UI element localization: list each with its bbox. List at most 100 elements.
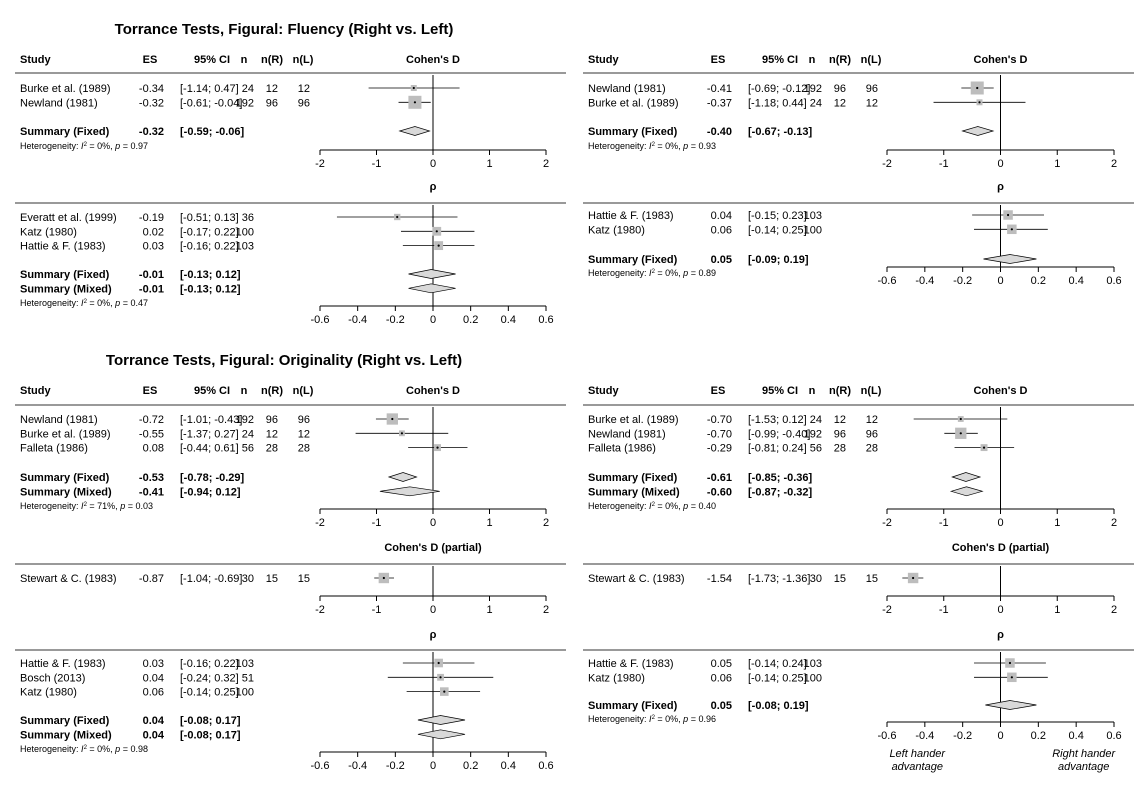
summary-label: Summary (Mixed) [20, 486, 112, 498]
study-es: -0.34 [139, 83, 164, 95]
study-name: Katz (1980) [588, 672, 645, 684]
summary-label: Summary (Fixed) [20, 715, 110, 727]
effect-point [443, 690, 446, 693]
x-tick-label: 1 [486, 604, 492, 616]
x-tick-label: -2 [882, 517, 892, 529]
section-1: ρ Everatt et al. (1999) -0.19 [-0.51; 0.13]… [15, 181, 566, 326]
x-tick-label: 1 [1054, 604, 1060, 616]
summary-es: 0.04 [143, 729, 165, 741]
col-header-study: Study [588, 54, 619, 66]
study-es: 0.05 [711, 658, 732, 670]
heterogeneity-text: Heterogeneity: I2 = 0%, p = 0.40 [588, 501, 716, 511]
study-es: 0.03 [143, 241, 164, 253]
effect-point [1010, 676, 1013, 679]
summary-es: -0.60 [707, 486, 732, 498]
section-0: Cohen's D Burke et al. (1989) -0.34 [-1.14;… [15, 54, 566, 170]
study-name: Katz (1980) [588, 224, 645, 236]
panel-fluency: Torrance Tests, Figural: Fluency (Right … [15, 21, 566, 326]
study-name: Newland (1981) [588, 83, 666, 95]
x-tick-label: -0.2 [386, 314, 405, 326]
study-n: 192 [804, 428, 822, 440]
x-tick-label: 2 [1111, 158, 1117, 170]
study-ci: [-0.15; 0.23] [748, 210, 807, 222]
x-tick-label: -0.4 [915, 730, 934, 742]
x-tick-label: 0.4 [1069, 275, 1084, 287]
study-ci: [-1.18; 0.44] [748, 97, 807, 109]
x-tick-label: 2 [543, 517, 549, 529]
study-nr: 96 [834, 83, 846, 95]
summary-es: 0.04 [143, 715, 165, 727]
summary-ci: [-0.59; -0.06] [180, 126, 245, 138]
summary-label: Summary (Mixed) [588, 486, 680, 498]
p-symbol: p [682, 268, 688, 278]
study-n: 51 [242, 672, 254, 684]
effect-point [976, 86, 979, 90]
effect-point [439, 676, 442, 679]
study-es: 0.04 [711, 210, 732, 222]
study-name: Stewart & C. (1983) [588, 573, 685, 585]
study-n: 56 [242, 443, 254, 455]
heterogeneity-text: Heterogeneity: I2 = 0%, p = 0.97 [20, 141, 148, 151]
i2-superscript: 2 [652, 502, 656, 508]
effect-point [437, 244, 440, 247]
study-name: Hattie & F. (1983) [20, 241, 106, 253]
measure-title: ρ [997, 181, 1004, 193]
measure-title: Cohen's D [974, 54, 1028, 66]
col-header-es: ES [711, 54, 726, 66]
study-name: Newland (1981) [588, 428, 666, 440]
study-n: 24 [810, 414, 822, 426]
summary-ci: [-0.09; 0.19] [748, 254, 809, 266]
x-tick-label: -2 [315, 517, 325, 529]
x-tick-label: 0 [997, 158, 1003, 170]
p-symbol: p [119, 501, 125, 511]
measure-title: Cohen's D [406, 54, 460, 66]
study-n: 192 [804, 83, 822, 95]
col-header-n: n [241, 54, 248, 66]
x-tick-label: 0 [997, 604, 1003, 616]
summary-ci: [-0.13; 0.12] [180, 269, 241, 281]
p-value: = 0.96 [688, 714, 716, 724]
i2-symbol: I [649, 714, 652, 724]
effect-point [413, 101, 417, 104]
summary-label: Summary (Mixed) [20, 729, 112, 741]
col-header-nl: n(L) [293, 385, 314, 397]
heterogeneity-text: Heterogeneity: I2 = 0%, p = 0.47 [20, 298, 148, 308]
study-n: 192 [236, 414, 254, 426]
x-tick-label: -0.2 [953, 275, 972, 287]
col-header-n: n [809, 385, 816, 397]
study-n: 24 [810, 97, 822, 109]
x-tick-label: 0.6 [538, 760, 553, 772]
x-tick-label: 2 [543, 604, 549, 616]
study-name: Falleta (1986) [588, 443, 656, 455]
summary-ci: [-0.94; 0.12] [180, 486, 241, 498]
effect-point [959, 432, 962, 435]
col-header-ci: 95% CI [194, 54, 230, 66]
left-advantage-label: advantage [892, 761, 943, 773]
heterogeneity-label: Heterogeneity: [20, 141, 81, 151]
effect-point [978, 101, 981, 104]
summary-es: -0.01 [139, 269, 164, 281]
study-name: Burke et al. (1989) [588, 414, 679, 426]
x-tick-label: 0 [430, 604, 436, 616]
study-nr: 28 [266, 443, 278, 455]
study-es: -0.70 [707, 428, 732, 440]
effect-point [435, 230, 438, 233]
study-nl: 12 [866, 97, 878, 109]
heterogeneity-label: Heterogeneity: [588, 714, 649, 724]
summary-diamond [949, 486, 984, 497]
heterogeneity-label: Heterogeneity: [588, 268, 649, 278]
summary-ci: [-0.13; 0.12] [180, 283, 241, 295]
x-axis: -2 -1 0 1 2 [315, 595, 549, 616]
effect-point [437, 661, 440, 665]
study-nl: 28 [866, 443, 878, 455]
study-ci: [-0.14; 0.25] [748, 672, 807, 684]
study-es: 0.06 [143, 687, 164, 699]
summary-label: Summary (Mixed) [20, 283, 112, 295]
i2-superscript: 2 [84, 299, 88, 305]
x-tick-label: 1 [486, 158, 492, 170]
study-name: Stewart & C. (1983) [20, 573, 117, 585]
col-header-ci: 95% CI [762, 385, 798, 397]
x-tick-label: 0 [997, 275, 1003, 287]
summary-es: -0.53 [139, 472, 164, 484]
